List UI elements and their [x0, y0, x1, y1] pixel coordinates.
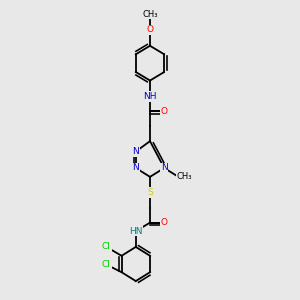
- Text: CH₃: CH₃: [142, 10, 158, 19]
- Text: O: O: [161, 218, 168, 227]
- Text: Cl: Cl: [102, 242, 111, 251]
- Text: NH: NH: [143, 92, 157, 101]
- Text: O: O: [146, 26, 154, 34]
- Text: Cl: Cl: [102, 260, 111, 269]
- Text: N: N: [132, 147, 139, 156]
- Text: CH₃: CH₃: [176, 172, 192, 181]
- Text: N: N: [161, 164, 168, 172]
- Text: S: S: [147, 188, 153, 197]
- Text: N: N: [132, 164, 139, 172]
- Text: HN: HN: [129, 227, 142, 236]
- Text: O: O: [161, 107, 168, 116]
